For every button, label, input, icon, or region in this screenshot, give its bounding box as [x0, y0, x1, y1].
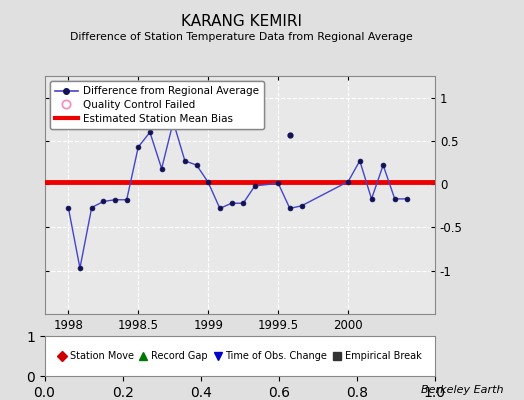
Text: KARANG KEMIRI: KARANG KEMIRI — [181, 14, 301, 29]
Text: Berkeley Earth: Berkeley Earth — [421, 385, 503, 395]
Legend: Difference from Regional Average, Quality Control Failed, Estimated Station Mean: Difference from Regional Average, Qualit… — [50, 81, 264, 129]
Text: Difference of Station Temperature Data from Regional Average: Difference of Station Temperature Data f… — [70, 32, 412, 42]
Legend: Station Move, Record Gap, Time of Obs. Change, Empirical Break: Station Move, Record Gap, Time of Obs. C… — [55, 348, 424, 364]
